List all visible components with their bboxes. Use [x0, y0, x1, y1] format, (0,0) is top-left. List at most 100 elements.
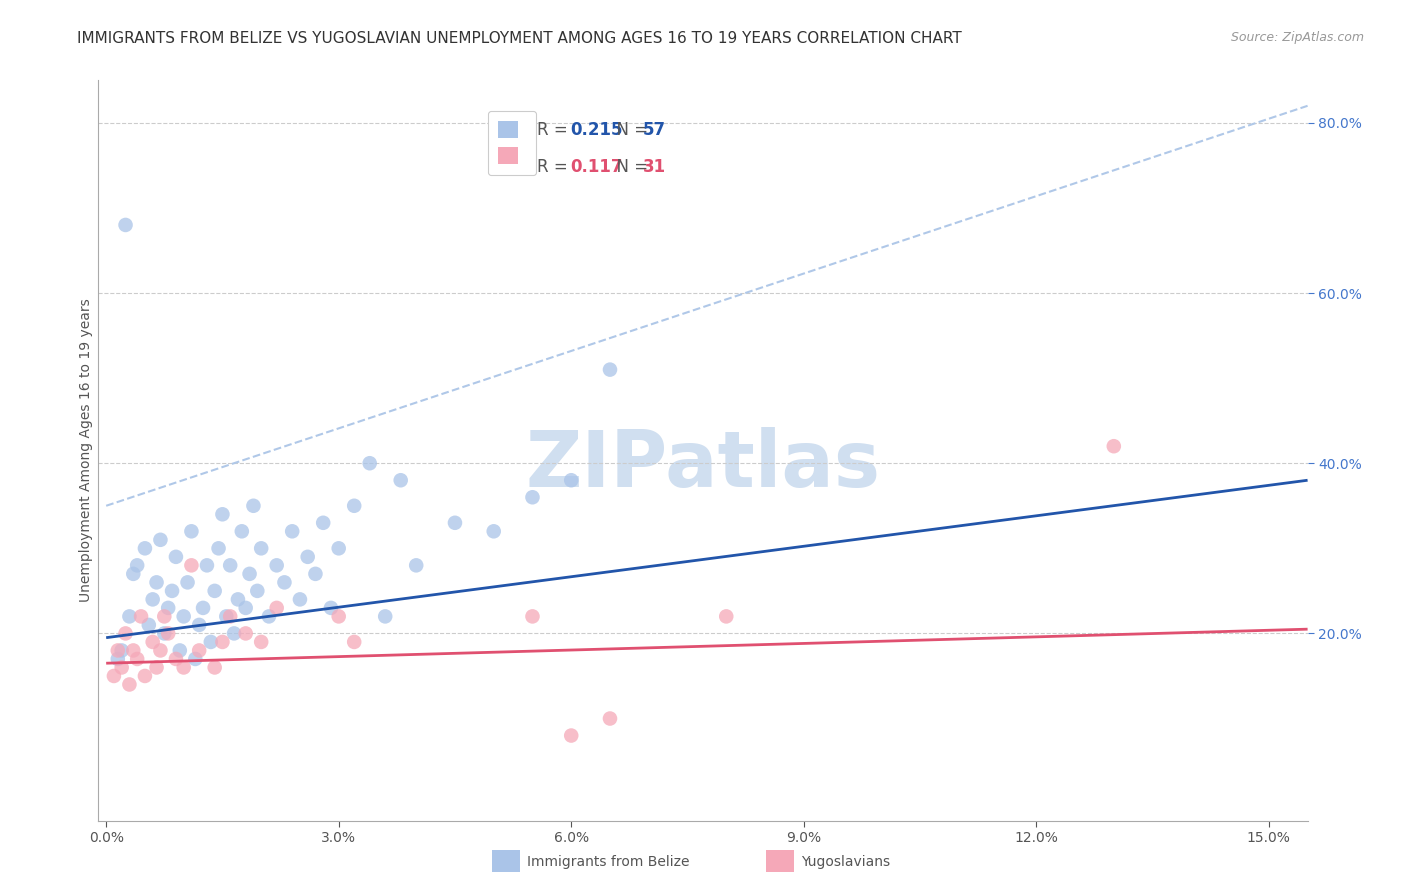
Point	[138, 618, 160, 632]
Point	[222, 626, 245, 640]
Point	[184, 652, 207, 666]
Text: Immigrants from Belize: Immigrants from Belize	[527, 855, 690, 869]
Point	[134, 669, 156, 683]
Point	[111, 660, 134, 674]
Text: 0.117: 0.117	[569, 158, 623, 176]
Point	[560, 473, 582, 487]
Point	[281, 524, 304, 539]
Point	[599, 362, 621, 376]
Point	[118, 609, 141, 624]
Point	[242, 499, 264, 513]
Text: R =: R =	[537, 121, 574, 139]
Point	[145, 660, 167, 674]
Point	[142, 592, 165, 607]
Point	[235, 600, 257, 615]
Point	[266, 600, 288, 615]
Point	[153, 626, 176, 640]
Point	[343, 635, 366, 649]
Point	[239, 566, 262, 581]
Point	[288, 592, 311, 607]
Point	[204, 583, 226, 598]
Point	[599, 712, 621, 726]
Point	[219, 609, 242, 624]
Text: 57: 57	[643, 121, 665, 139]
Point	[560, 729, 582, 743]
Point	[204, 660, 226, 674]
Point	[188, 618, 211, 632]
Point	[716, 609, 738, 624]
Point	[134, 541, 156, 556]
Point	[250, 541, 273, 556]
Point	[359, 456, 381, 470]
Text: Source: ZipAtlas.com: Source: ZipAtlas.com	[1230, 31, 1364, 45]
Point	[180, 558, 202, 573]
Point	[195, 558, 218, 573]
Point	[165, 652, 187, 666]
Y-axis label: Unemployment Among Ages 16 to 19 years: Unemployment Among Ages 16 to 19 years	[79, 299, 93, 602]
Point	[188, 643, 211, 657]
Point	[122, 643, 145, 657]
Point	[215, 609, 238, 624]
Point	[157, 626, 180, 640]
Point	[250, 635, 273, 649]
Point	[145, 575, 167, 590]
Point	[103, 669, 125, 683]
Point	[114, 218, 136, 232]
Point	[107, 652, 129, 666]
Point	[107, 643, 129, 657]
Point	[235, 626, 257, 640]
Point	[231, 524, 253, 539]
Point	[389, 473, 412, 487]
Point	[173, 609, 195, 624]
Point	[304, 566, 326, 581]
Point	[273, 575, 295, 590]
Text: N =: N =	[606, 158, 654, 176]
Point	[165, 549, 187, 564]
Point	[211, 635, 233, 649]
Point	[319, 600, 342, 615]
Point	[1102, 439, 1125, 453]
Legend: , : ,	[488, 111, 536, 176]
Point	[157, 600, 180, 615]
Point	[160, 583, 183, 598]
Point	[129, 609, 152, 624]
Point	[127, 652, 149, 666]
Point	[522, 609, 544, 624]
Point	[522, 490, 544, 504]
Point	[118, 677, 141, 691]
Point	[226, 592, 249, 607]
Point	[173, 660, 195, 674]
Point	[211, 508, 233, 522]
Point	[122, 566, 145, 581]
Point	[180, 524, 202, 539]
Point	[176, 575, 198, 590]
Text: IMMIGRANTS FROM BELIZE VS YUGOSLAVIAN UNEMPLOYMENT AMONG AGES 16 TO 19 YEARS COR: IMMIGRANTS FROM BELIZE VS YUGOSLAVIAN UN…	[77, 31, 962, 46]
Point	[149, 643, 172, 657]
Point	[266, 558, 288, 573]
Point	[246, 583, 269, 598]
Point	[114, 626, 136, 640]
Text: 31: 31	[643, 158, 665, 176]
Point	[127, 558, 149, 573]
Point	[257, 609, 280, 624]
Text: 0.215: 0.215	[569, 121, 623, 139]
Point	[374, 609, 396, 624]
Point	[191, 600, 214, 615]
Point	[405, 558, 427, 573]
Text: Yugoslavians: Yugoslavians	[801, 855, 890, 869]
Point	[482, 524, 505, 539]
Point	[207, 541, 229, 556]
Text: R =: R =	[537, 158, 574, 176]
Point	[328, 541, 350, 556]
Point	[169, 643, 191, 657]
Point	[153, 609, 176, 624]
Point	[111, 643, 134, 657]
Point	[142, 635, 165, 649]
Point	[328, 609, 350, 624]
Point	[149, 533, 172, 547]
Text: ZIPatlas: ZIPatlas	[526, 427, 880, 503]
Point	[343, 499, 366, 513]
Point	[444, 516, 467, 530]
Text: N =: N =	[606, 121, 654, 139]
Point	[297, 549, 319, 564]
